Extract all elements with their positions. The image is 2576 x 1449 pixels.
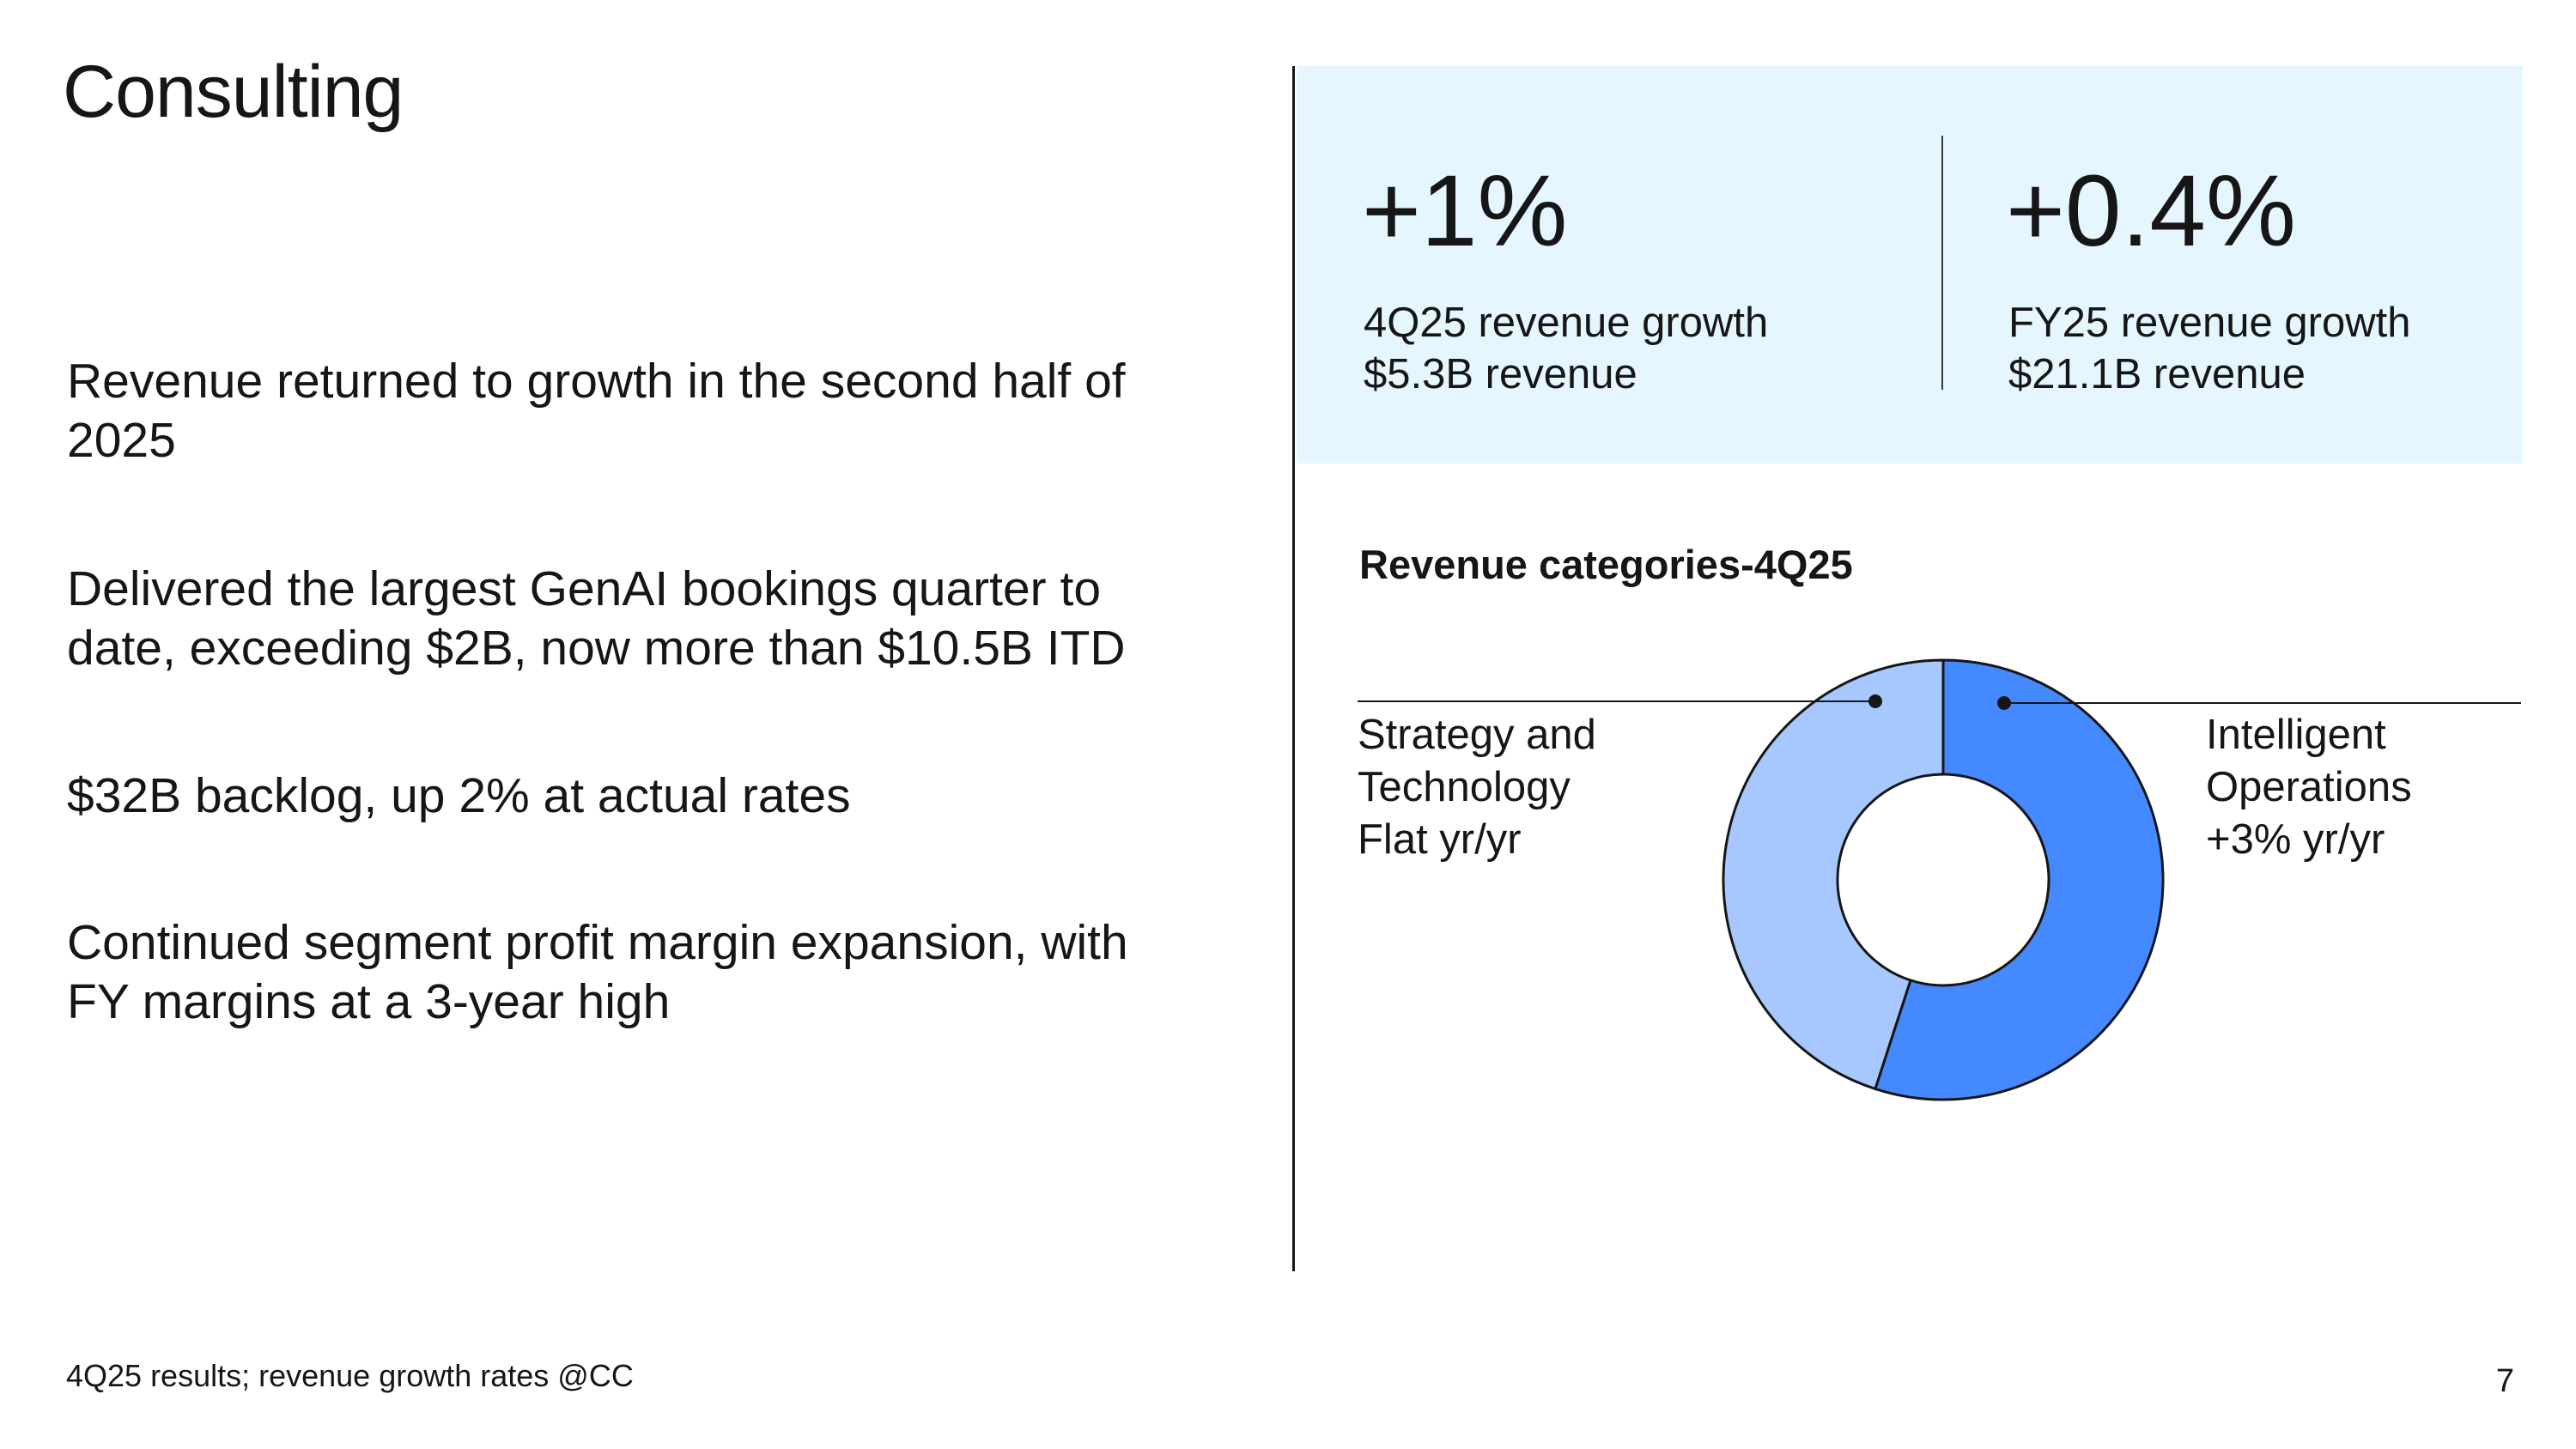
kpi-quarter-value: +1%	[1362, 155, 1568, 268]
page-number: 7	[2495, 1363, 2514, 1399]
kpi-year-label: FY25 revenue growth	[2008, 300, 2411, 346]
kpi-quarter-label: 4Q25 revenue growth	[1364, 300, 1769, 346]
label-line: Strategy and	[1358, 712, 1596, 758]
label-line: Intelligent	[2206, 712, 2386, 758]
kpi-year-caption: FY25 revenue growth $21.1B revenue	[2008, 297, 2411, 400]
kpi-panel	[1297, 66, 2523, 464]
column-divider	[1292, 66, 1295, 1271]
kpi-quarter-caption: 4Q25 revenue growth $5.3B revenue	[1364, 297, 1768, 400]
label-line: Technology	[1358, 764, 1571, 810]
kpi-quarter-revenue: $5.3B revenue	[1364, 351, 1637, 397]
bullet-point: Revenue returned to growth in the second…	[67, 354, 1126, 468]
donut-slice-strategy-and-technology	[1722, 658, 1945, 1091]
label-strategy-technology: Strategy and Technology Flat yr/yr	[1358, 709, 1596, 866]
page-title: Consulting	[63, 51, 404, 133]
kpi-year-value: +0.4%	[2006, 155, 2296, 268]
footnote: 4Q25 results; revenue growth rates @CC	[66, 1358, 634, 1393]
kpi-year-revenue: $21.1B revenue	[2008, 351, 2306, 397]
bullet-point: Continued segment profit margin expansio…	[67, 915, 1128, 1029]
bullet-point: $32B backlog, up 2% at actual rates	[67, 768, 851, 823]
chart-title: Revenue categories-4Q25	[1359, 542, 1853, 587]
label-growth: +3% yr/yr	[2206, 816, 2385, 863]
donut-slice-intelligent-operations	[1873, 658, 2165, 1101]
bullet-point: Delivered the largest GenAI bookings qua…	[67, 561, 1126, 676]
leader-dot-intelligent-operations	[1997, 696, 2011, 710]
leader-dot-strategy-technology	[1868, 694, 1882, 708]
label-intelligent-operations: Intelligent Operations +3% yr/yr	[2206, 709, 2412, 866]
kpi-divider	[1941, 136, 1943, 390]
label-line: Operations	[2206, 764, 2412, 810]
label-growth: Flat yr/yr	[1358, 816, 1522, 863]
